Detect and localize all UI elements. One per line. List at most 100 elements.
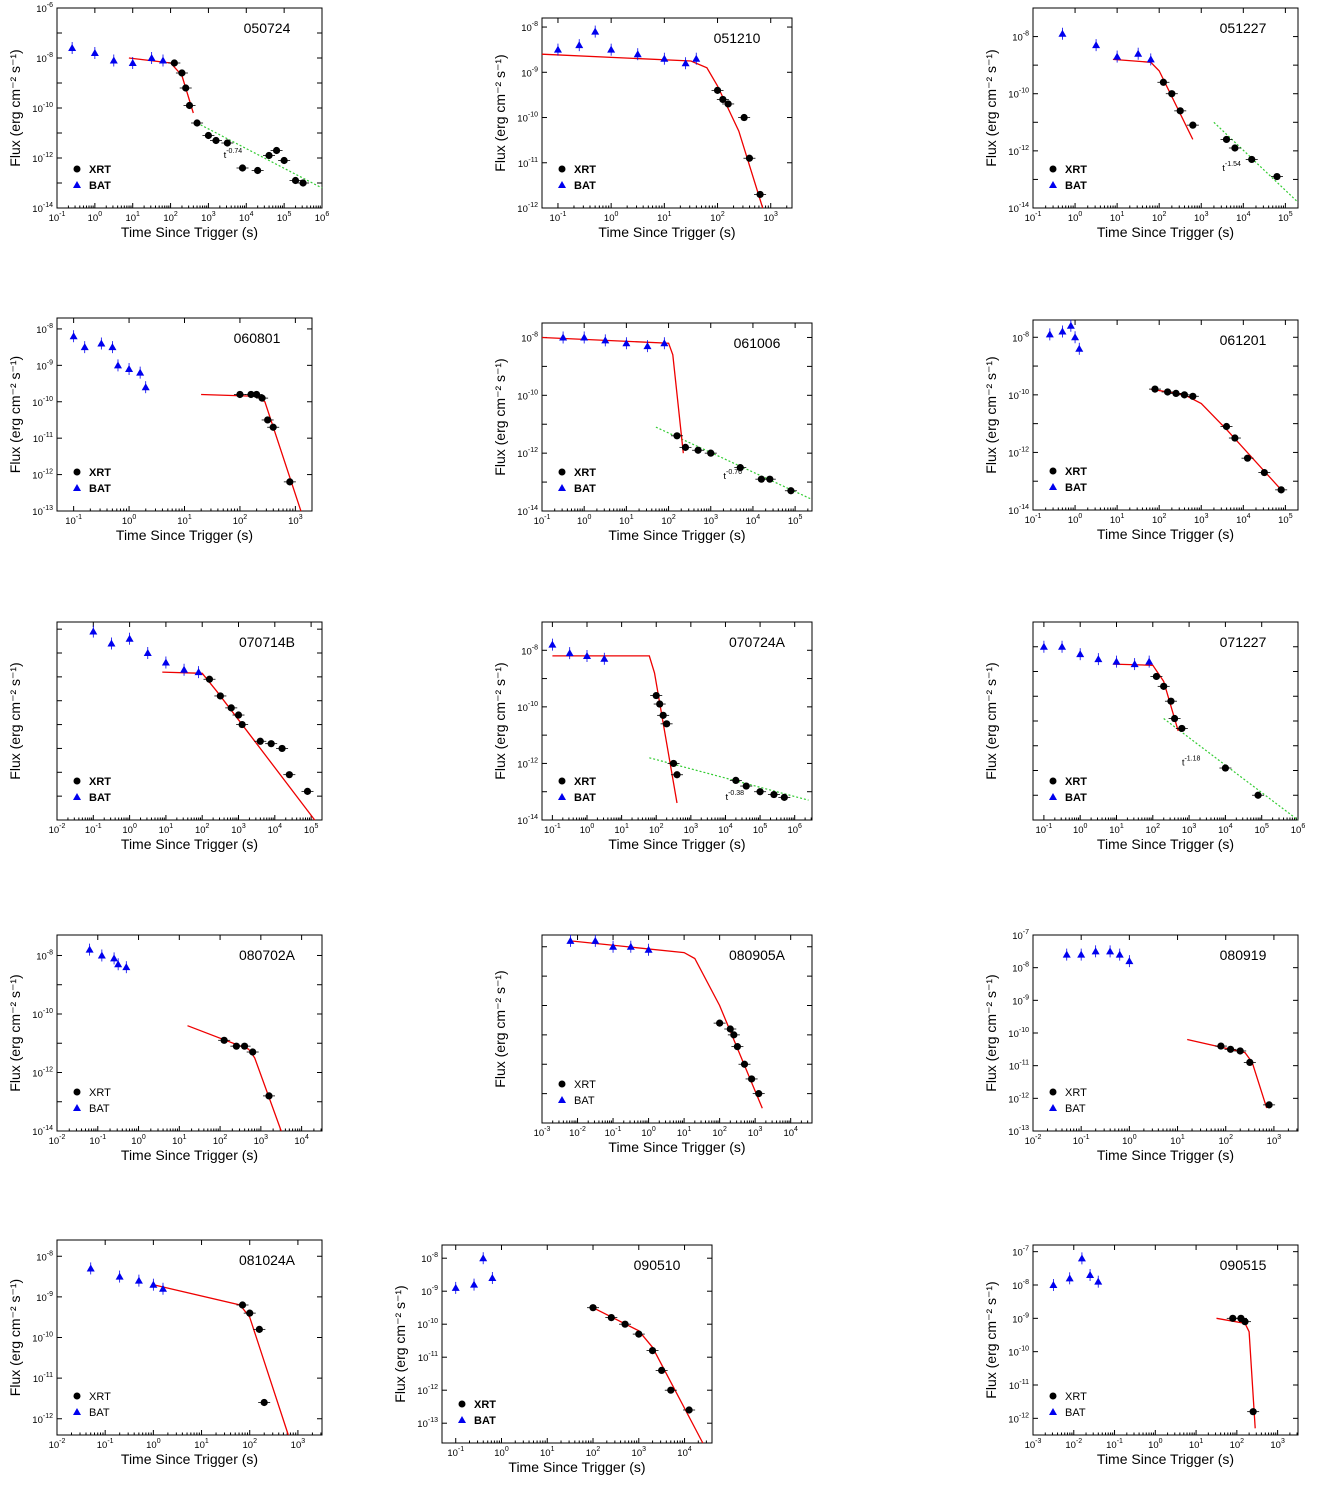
xrt-point [742, 782, 750, 790]
y-axis-label: Flux (erg cm⁻² s⁻¹) [983, 356, 999, 473]
xrt-point [1189, 392, 1197, 400]
grb-name: 061006 [734, 335, 781, 351]
xrt-point [216, 692, 224, 700]
bat-point [1106, 947, 1115, 955]
legend-bat-marker [73, 1408, 81, 1415]
y-tick-label: 10-12 [1008, 1412, 1029, 1425]
bat-point [1071, 333, 1080, 341]
x-tick-label: 10-1 [1073, 1134, 1090, 1147]
bat-point [114, 960, 123, 968]
x-tick-label: 103 [748, 1126, 763, 1139]
legend-xrt-label: XRT [1065, 1391, 1087, 1403]
fit-curve [187, 1025, 282, 1132]
xrt-point [770, 790, 778, 799]
xrt-point [736, 464, 744, 472]
legend-bat-label: BAT [89, 792, 111, 804]
bat-point [1058, 327, 1067, 335]
x-tick-label: 100 [88, 211, 103, 224]
bat-point [149, 1280, 158, 1288]
y-tick-label: 10-8 [1012, 31, 1029, 44]
x-tick-label: 10-3 [1025, 1438, 1042, 1451]
legend-xrt-label: XRT [1065, 776, 1087, 788]
x-tick-label: 104 [294, 1134, 309, 1147]
xrt-point [707, 449, 715, 457]
bat-point [565, 649, 574, 657]
bat-point [108, 343, 117, 351]
y-tick-label: 10-12 [32, 1413, 53, 1426]
grb-name: 080919 [1220, 947, 1267, 963]
bat-point [1077, 1254, 1086, 1262]
legend-xrt-marker [1049, 467, 1057, 475]
x-axis-label: Time Since Trigger (s) [1097, 1147, 1234, 1163]
y-tick-label: 10-11 [33, 1372, 53, 1385]
bat-point [128, 59, 137, 66]
panel-050724: 10-1 100 101 102 103 104 105 106 10-14 10-12 10-10… [7, 2, 329, 240]
y-tick-label: 10-13 [1008, 1125, 1029, 1138]
bat-point [1058, 642, 1067, 650]
x-tick-label: 100 [122, 823, 137, 836]
grb-name: 080702A [239, 947, 296, 963]
bat-point [548, 640, 557, 648]
bat-point [1112, 657, 1121, 665]
x-tick-label: 10-1 [97, 1438, 114, 1451]
legend-bat-marker [73, 1104, 81, 1111]
x-tick-label: 101 [1110, 211, 1125, 224]
y-tick-label: 10-13 [417, 1417, 438, 1430]
legend-bat-label: BAT [89, 483, 111, 495]
bat-point [591, 936, 600, 944]
xrt-point [236, 390, 244, 399]
legend-bat-marker [73, 484, 81, 491]
bat-point [1094, 655, 1103, 663]
bat-point [180, 665, 189, 673]
bat-point [80, 343, 89, 351]
bat-point [1066, 321, 1075, 329]
y-tick-label: 10-8 [36, 52, 53, 65]
y-tick-label: 10-8 [1012, 1279, 1029, 1292]
bat-point [580, 333, 589, 341]
xrt-point [1222, 135, 1231, 144]
x-tick-label: 106 [787, 823, 802, 836]
xrt-point [1160, 682, 1168, 690]
legend-xrt-marker [73, 777, 81, 785]
x-axis-label: Time Since Trigger (s) [1097, 224, 1234, 240]
powerlaw-line [196, 122, 323, 189]
x-tick-label: 10-1 [534, 514, 551, 527]
y-tick-label: 10-11 [1009, 1060, 1029, 1073]
xrt-point [269, 423, 277, 431]
xrt-point [1178, 724, 1186, 733]
powerlaw-label: t-0.76 [723, 469, 742, 482]
xrt-point [1226, 1045, 1235, 1053]
bat-point [122, 963, 131, 971]
bat-point [470, 1280, 479, 1288]
y-tick-label: 10-14 [517, 814, 538, 827]
xrt-point [667, 1386, 675, 1394]
bat-point [626, 942, 635, 950]
x-tick-label: 103 [684, 823, 699, 836]
xrt-point [748, 1075, 756, 1083]
x-tick-label: 103 [201, 211, 216, 224]
bat-point [115, 1272, 124, 1280]
legend-xrt-marker [458, 1400, 466, 1408]
x-tick-label: 100 [131, 1134, 146, 1147]
xrt-point [193, 119, 201, 127]
xrt-point [265, 1092, 273, 1100]
x-tick-label: 102 [1146, 823, 1161, 836]
legend-bat-label: BAT [89, 1103, 110, 1115]
y-axis-label: Flux (erg cm⁻² s⁻¹) [983, 974, 999, 1091]
xrt-point [755, 1090, 763, 1098]
x-tick-label: 105 [1278, 211, 1293, 224]
xrt-point [1265, 1101, 1273, 1109]
x-axis-label: Time Since Trigger (s) [121, 1451, 258, 1467]
x-tick-label: 102 [661, 514, 676, 527]
legend-xrt-label: XRT [1065, 1087, 1087, 1099]
legend-bat-label: BAT [574, 483, 596, 495]
x-tick-label: 102 [712, 1126, 727, 1139]
legend-bat-label: BAT [574, 792, 596, 804]
legend-bat-label: BAT [1065, 792, 1087, 804]
legend-xrt-marker [73, 165, 81, 173]
y-axis-label: Flux (erg cm⁻² s⁻¹) [7, 1279, 23, 1396]
bat-point [660, 339, 669, 347]
xrt-point [589, 1304, 597, 1312]
x-tick-label: 101 [540, 1446, 555, 1459]
xrt-point [681, 443, 690, 451]
